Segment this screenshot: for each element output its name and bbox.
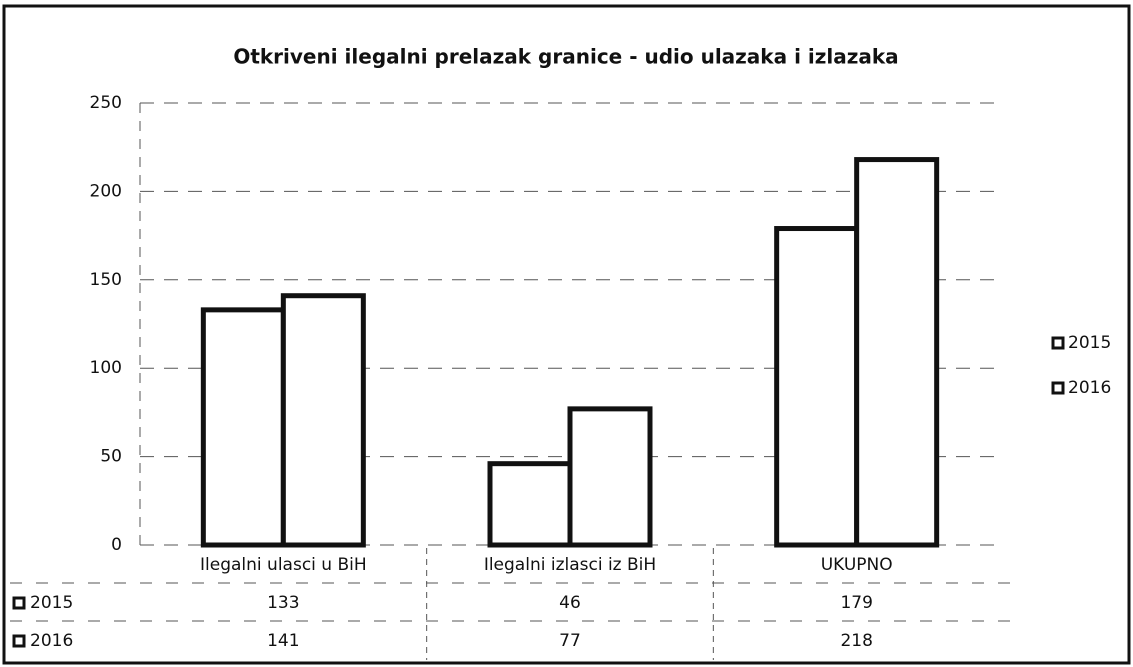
table-value: 77 — [559, 631, 581, 651]
legend-label: 2015 — [1068, 333, 1111, 353]
bar — [200, 307, 286, 548]
bar — [774, 226, 860, 548]
legend-key — [1051, 381, 1065, 395]
bar — [280, 293, 366, 548]
bar — [567, 406, 653, 548]
legend-key — [1051, 336, 1065, 350]
table-value: 141 — [267, 631, 299, 651]
legend-label: 2016 — [1068, 378, 1111, 398]
bar — [487, 461, 573, 548]
y-tick-label: 50 — [100, 447, 122, 467]
chart-title: Otkriveni ilegalni prelazak granice - ud… — [233, 45, 898, 69]
table-key — [12, 634, 26, 648]
y-tick-label: 100 — [90, 358, 122, 378]
chart-frame — [2, 4, 1131, 665]
y-tick-label: 0 — [111, 535, 122, 555]
y-tick-label: 150 — [90, 270, 122, 290]
x-tick-label: Ilegalni izlasci iz BiH — [484, 555, 656, 575]
table-value: 46 — [559, 593, 581, 613]
bar — [854, 157, 940, 548]
table-value: 133 — [267, 593, 299, 613]
table-value: 179 — [840, 593, 872, 613]
table-series-name: 2016 — [30, 631, 73, 651]
x-tick-label: Ilegalni ulasci u BiH — [200, 555, 367, 575]
x-tick-label: UKUPNO — [821, 555, 893, 575]
y-tick-label: 200 — [90, 181, 122, 201]
y-tick-label: 250 — [90, 93, 122, 113]
table-key — [12, 596, 26, 610]
table-series-name: 2015 — [30, 593, 73, 613]
table-value: 218 — [840, 631, 872, 651]
